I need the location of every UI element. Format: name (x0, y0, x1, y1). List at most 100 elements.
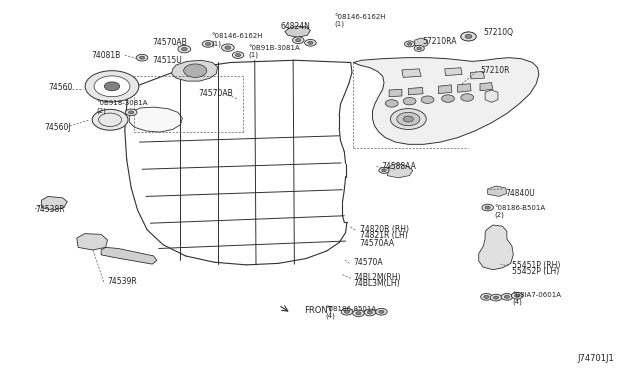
Text: 57210R: 57210R (480, 66, 509, 75)
Circle shape (403, 116, 413, 122)
Polygon shape (445, 68, 462, 76)
Circle shape (225, 46, 230, 49)
Circle shape (379, 310, 384, 313)
Circle shape (461, 94, 474, 101)
Polygon shape (438, 85, 452, 94)
Text: °08186-B501A
(2): °08186-B501A (2) (495, 205, 546, 218)
Polygon shape (458, 84, 471, 92)
Circle shape (308, 41, 313, 44)
Polygon shape (485, 90, 498, 102)
Text: 74570AA: 74570AA (360, 239, 395, 248)
Circle shape (482, 204, 493, 211)
Circle shape (442, 95, 454, 102)
Circle shape (390, 109, 426, 129)
Circle shape (364, 309, 376, 316)
Text: 74570AB: 74570AB (198, 89, 233, 97)
Text: 57210Q: 57210Q (483, 28, 513, 37)
Circle shape (376, 308, 387, 315)
Circle shape (397, 112, 420, 126)
Circle shape (353, 310, 364, 317)
Polygon shape (129, 107, 182, 132)
Text: °0B91B-3081A
(1): °0B91B-3081A (1) (248, 45, 300, 58)
Circle shape (184, 64, 207, 77)
Circle shape (292, 37, 304, 44)
Circle shape (465, 35, 472, 38)
Polygon shape (387, 164, 413, 178)
Text: °08186-8501A
(4): °08186-8501A (4) (325, 306, 376, 319)
Text: 74820R (RH): 74820R (RH) (360, 225, 409, 234)
Circle shape (461, 32, 476, 41)
Polygon shape (42, 196, 67, 210)
Polygon shape (353, 58, 539, 144)
Circle shape (421, 96, 434, 103)
Circle shape (379, 167, 389, 173)
Circle shape (341, 308, 353, 315)
Text: °08146-6162H
(1): °08146-6162H (1) (211, 33, 262, 46)
Circle shape (417, 47, 422, 50)
Circle shape (414, 45, 424, 51)
Text: J74701J1: J74701J1 (578, 354, 614, 363)
Circle shape (385, 100, 398, 107)
Polygon shape (415, 38, 428, 48)
Circle shape (178, 45, 191, 53)
Polygon shape (402, 69, 421, 77)
Circle shape (236, 54, 241, 57)
Circle shape (481, 294, 492, 300)
Text: 57210RA: 57210RA (422, 37, 457, 46)
Circle shape (232, 52, 244, 58)
Text: FRONT: FRONT (304, 306, 333, 315)
Circle shape (356, 312, 361, 315)
Circle shape (490, 294, 502, 301)
Circle shape (493, 296, 499, 299)
Circle shape (511, 292, 523, 299)
Polygon shape (172, 60, 218, 81)
Circle shape (484, 295, 489, 298)
Polygon shape (389, 89, 402, 97)
Circle shape (202, 41, 214, 47)
Text: 74560: 74560 (49, 83, 73, 92)
Circle shape (205, 42, 211, 45)
Polygon shape (77, 234, 108, 250)
Text: 74515U: 74515U (152, 56, 182, 65)
Text: °08146-6162H
(1): °08146-6162H (1) (334, 14, 385, 27)
Text: 74BL2M(RH): 74BL2M(RH) (353, 273, 401, 282)
Text: 74BL3M(LH): 74BL3M(LH) (353, 279, 400, 288)
Circle shape (344, 310, 349, 313)
Text: 64824N: 64824N (280, 22, 310, 31)
Circle shape (92, 109, 128, 130)
Circle shape (407, 42, 412, 45)
Circle shape (221, 44, 234, 51)
Text: 74840U: 74840U (506, 189, 535, 198)
Circle shape (182, 48, 188, 51)
Text: 74588AA: 74588AA (381, 162, 416, 171)
Circle shape (104, 82, 120, 91)
Circle shape (515, 294, 520, 297)
Circle shape (485, 206, 490, 209)
Circle shape (403, 97, 416, 105)
Polygon shape (285, 26, 310, 37)
Text: °0B918-3081A
(2): °0B918-3081A (2) (96, 100, 147, 114)
Polygon shape (479, 225, 513, 270)
Polygon shape (101, 247, 157, 264)
Text: 74081B: 74081B (92, 51, 121, 60)
Circle shape (94, 76, 130, 97)
Circle shape (504, 295, 509, 298)
Text: 74570A: 74570A (353, 258, 383, 267)
Text: 55451P (RH): 55451P (RH) (512, 261, 561, 270)
Text: 74539R: 74539R (107, 278, 136, 286)
Circle shape (501, 294, 513, 300)
Text: 74821R (LH): 74821R (LH) (360, 231, 408, 240)
Text: 74570AB: 74570AB (152, 38, 187, 47)
Circle shape (85, 71, 139, 102)
Circle shape (296, 39, 301, 42)
Polygon shape (480, 83, 493, 91)
Text: °08IA7-0601A
(4): °08IA7-0601A (4) (512, 292, 561, 305)
Text: 74560J: 74560J (45, 123, 72, 132)
Text: 74538R: 74538R (35, 205, 65, 214)
Circle shape (381, 169, 387, 172)
Circle shape (129, 111, 134, 114)
Circle shape (367, 311, 372, 314)
Circle shape (404, 41, 415, 47)
Polygon shape (470, 71, 484, 79)
Circle shape (140, 56, 145, 59)
